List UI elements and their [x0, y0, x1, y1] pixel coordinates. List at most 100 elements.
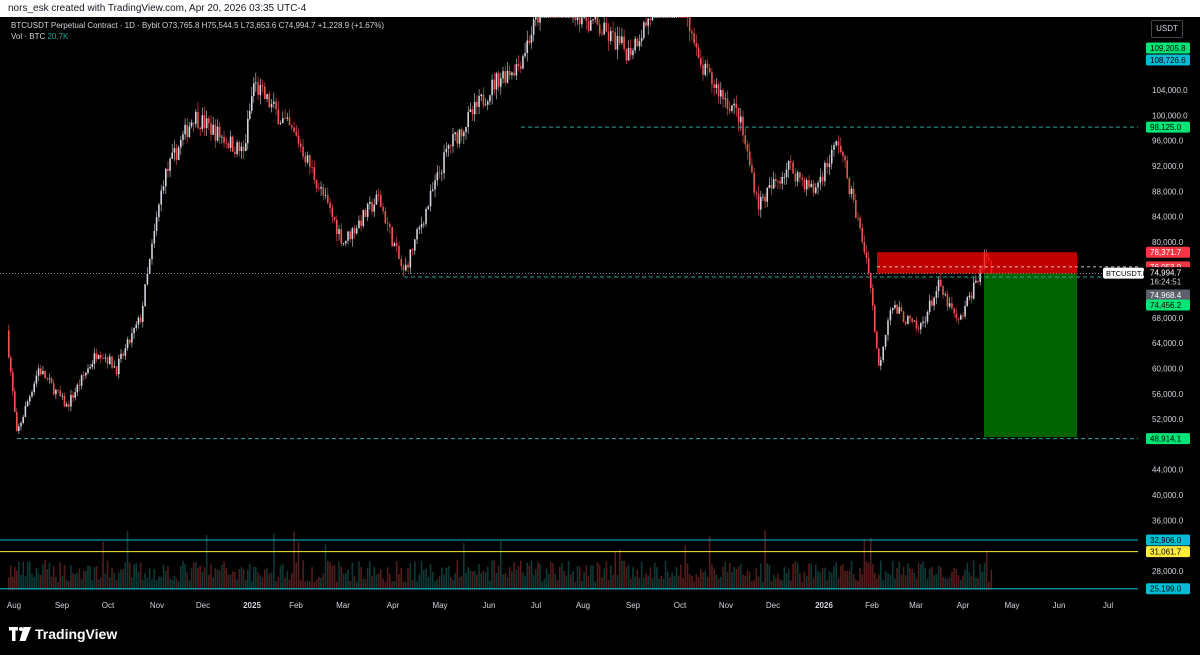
candle-body — [603, 22, 605, 35]
candle-body — [926, 311, 929, 322]
volume-bar — [93, 567, 96, 590]
candle-body — [493, 79, 496, 90]
candle-body — [473, 101, 476, 115]
time-tick-label: Feb — [289, 601, 303, 610]
volume-bar — [91, 580, 94, 590]
volume-bar — [249, 564, 251, 590]
candle-body — [948, 303, 951, 307]
candle-body — [275, 101, 277, 110]
candle-body — [57, 389, 59, 391]
candle-body — [627, 47, 630, 61]
volume-bar — [970, 576, 973, 590]
volume-bar — [578, 566, 581, 590]
volume-bar — [109, 577, 111, 590]
volume-bar — [259, 575, 262, 590]
candle-body — [16, 411, 18, 431]
candle-body — [229, 136, 232, 148]
volume-bar — [131, 577, 133, 590]
price-tick-label: 80,000.0 — [1152, 238, 1184, 247]
volume-bar — [621, 560, 623, 590]
currency-selector-button[interactable]: USDT — [1151, 20, 1183, 38]
candle-body — [783, 176, 786, 178]
chart-area[interactable]: 104,000.0 100,000.0 96,000.0 92,000.0 88,000… — [0, 17, 1200, 613]
candle-body — [640, 37, 643, 42]
volume-bar — [20, 574, 22, 590]
volume-bar — [528, 565, 531, 590]
volume-bar — [924, 568, 927, 590]
volume-bar — [677, 575, 680, 590]
price-chart[interactable]: 104,000.0 100,000.0 96,000.0 92,000.0 88,000… — [0, 17, 1200, 613]
candle-body — [270, 103, 273, 108]
candle-body — [944, 294, 947, 296]
candle-body — [35, 375, 38, 384]
volume-bar — [693, 581, 695, 590]
candle-body — [371, 201, 373, 212]
candle-body — [158, 204, 160, 218]
volume-bar — [377, 573, 380, 590]
time-tick-label: Jun — [1053, 601, 1066, 610]
candle-body — [197, 111, 199, 128]
volume-bar — [634, 576, 636, 590]
candle-body — [550, 17, 552, 18]
volume-bar — [583, 572, 585, 590]
candle-body — [962, 315, 964, 317]
volume-bar — [964, 569, 966, 590]
candle-body — [565, 17, 568, 18]
candle-body — [467, 112, 469, 128]
candle-body — [456, 132, 459, 144]
candle-body — [702, 64, 704, 75]
volume-bar — [297, 541, 300, 590]
candle-body — [322, 187, 325, 196]
volume-bar — [946, 578, 949, 590]
candle-body — [309, 155, 311, 168]
candle-body — [452, 134, 454, 147]
volume-bar — [931, 566, 933, 590]
time-tick-label: Jul — [1103, 601, 1113, 610]
volume-bar — [753, 579, 755, 590]
volume-bar — [913, 572, 916, 590]
candle-body — [148, 259, 151, 274]
candle-body — [331, 208, 334, 217]
candle-body — [460, 129, 463, 137]
volume-bar — [16, 570, 18, 590]
candle-body — [731, 105, 733, 111]
candle-body — [946, 294, 949, 307]
volume-bar — [338, 561, 340, 590]
volume-bar — [253, 567, 255, 590]
volume-bar — [389, 573, 391, 590]
candle-body — [445, 148, 448, 153]
candle-body — [364, 209, 367, 217]
candle-body — [517, 64, 520, 67]
candle-body — [398, 245, 400, 259]
candle-body — [44, 371, 46, 379]
volume-bar — [434, 581, 436, 590]
candle-body — [153, 230, 156, 244]
candle-body — [277, 109, 280, 124]
volume-bar — [824, 567, 826, 590]
candle-body — [160, 190, 162, 205]
volume-bar — [197, 567, 199, 590]
volume-bar — [476, 574, 478, 590]
candle-body — [909, 316, 911, 319]
volume-bar — [315, 579, 318, 590]
candle-body — [785, 169, 788, 177]
candle-body — [214, 124, 217, 141]
candle-body — [715, 84, 718, 89]
volume-bar — [400, 567, 403, 590]
candle-body — [29, 396, 31, 402]
candle-body — [863, 241, 866, 253]
volume-bar — [133, 564, 135, 590]
candle-body — [126, 339, 129, 349]
candle-body — [447, 145, 450, 149]
candle-body — [695, 43, 698, 48]
candles — [8, 17, 993, 434]
volume-bar — [554, 573, 557, 590]
volume-bar — [917, 562, 920, 590]
candle-body — [658, 17, 660, 18]
volume-bar — [12, 576, 14, 590]
price-label-box — [1146, 534, 1190, 546]
volume-bar — [327, 560, 329, 590]
price-axis: 104,000.0 100,000.0 96,000.0 92,000.0 88,000… — [1103, 42, 1190, 595]
candle-body — [429, 190, 432, 207]
candle-body — [427, 206, 430, 209]
